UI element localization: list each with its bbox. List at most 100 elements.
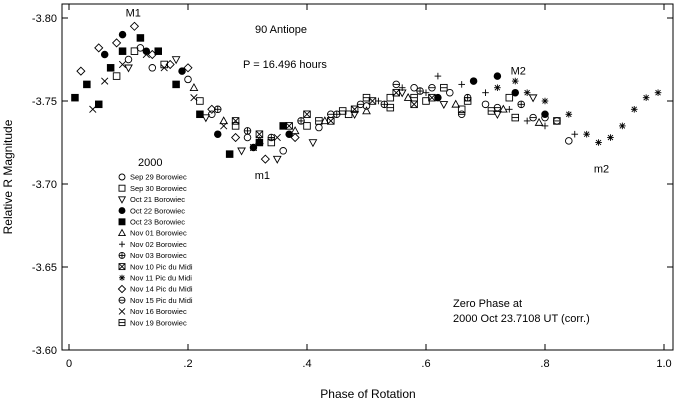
data-point bbox=[446, 88, 454, 97]
data-point bbox=[511, 77, 519, 85]
data-point bbox=[129, 21, 140, 31]
data-point bbox=[267, 133, 276, 142]
data-point bbox=[237, 147, 246, 156]
legend-entry: Oct 21 Borowiec bbox=[130, 195, 185, 204]
data-point bbox=[178, 67, 186, 75]
legend-entry: Nov 15 Pic du Midi bbox=[130, 296, 193, 305]
data-point bbox=[458, 81, 465, 88]
data-point bbox=[112, 72, 121, 80]
data-point bbox=[439, 101, 449, 110]
data-point bbox=[350, 105, 359, 114]
legend-marker bbox=[118, 173, 126, 181]
data-point bbox=[315, 117, 323, 125]
data-point bbox=[457, 110, 466, 119]
data-point bbox=[130, 47, 139, 55]
data-point bbox=[403, 92, 413, 101]
data-point bbox=[225, 150, 234, 158]
data-point bbox=[529, 113, 537, 122]
data-point bbox=[303, 122, 311, 130]
data-point bbox=[190, 94, 198, 102]
x-axis-label: Phase of Rotation bbox=[320, 387, 415, 400]
data-point bbox=[124, 55, 133, 64]
data-point bbox=[392, 80, 401, 89]
data-point bbox=[619, 122, 626, 130]
legend-entry: Nov 01 Borowiec bbox=[130, 229, 187, 238]
legend-marker bbox=[119, 241, 125, 248]
data-point bbox=[189, 82, 199, 91]
x-tick-label: .2 bbox=[183, 358, 192, 370]
data-point bbox=[541, 122, 549, 130]
data-point bbox=[375, 97, 382, 105]
legend-title: 2000 bbox=[138, 157, 162, 169]
data-point bbox=[362, 93, 371, 102]
data-point bbox=[196, 97, 204, 105]
legend-entry: Nov 11 Pic du Midi bbox=[130, 274, 192, 283]
data-point bbox=[553, 117, 561, 125]
data-point bbox=[494, 84, 501, 92]
legend-entry: Sep 30 Borowiec bbox=[130, 184, 187, 193]
chart-title: 90 Antiope bbox=[255, 24, 307, 36]
legend-entry: Nov 10 Pic du Midi bbox=[130, 262, 193, 271]
data-point bbox=[285, 122, 293, 130]
data-point bbox=[118, 47, 127, 55]
extremum-label: m1 bbox=[255, 170, 270, 182]
data-point bbox=[410, 83, 418, 92]
data-point bbox=[517, 100, 525, 109]
data-point bbox=[505, 93, 514, 102]
y-axis-ticks: -3.80 -3.75 -3.70 -3.65 -3.60 bbox=[32, 13, 673, 357]
data-point bbox=[207, 104, 217, 114]
y-tick-label: -3.80 bbox=[32, 13, 57, 25]
data-point bbox=[208, 110, 216, 119]
data-point bbox=[231, 117, 240, 125]
data-point bbox=[297, 117, 305, 125]
data-point bbox=[183, 63, 193, 73]
legend-marker bbox=[118, 184, 126, 192]
data-point bbox=[273, 133, 281, 142]
data-point bbox=[434, 93, 442, 102]
legend-marker bbox=[117, 228, 127, 237]
data-point bbox=[392, 88, 401, 97]
data-point bbox=[165, 59, 175, 70]
data-point bbox=[255, 138, 264, 147]
data-point bbox=[101, 77, 109, 85]
legend-entry: Oct 23 Borowiec bbox=[130, 218, 185, 227]
data-point bbox=[595, 139, 602, 146]
data-point bbox=[534, 117, 544, 126]
y-tick-label: -3.60 bbox=[32, 345, 57, 357]
x-tick-label: .4 bbox=[302, 358, 311, 370]
data-point bbox=[154, 47, 162, 55]
data-point bbox=[386, 103, 395, 112]
data-point bbox=[260, 154, 270, 164]
legend-marker bbox=[118, 207, 126, 215]
data-point bbox=[416, 87, 424, 95]
data-point bbox=[315, 123, 323, 132]
data-point bbox=[422, 89, 430, 96]
data-point bbox=[350, 111, 359, 120]
extremum-label: M1 bbox=[126, 7, 141, 19]
legend-marker bbox=[118, 251, 126, 259]
data-point bbox=[147, 49, 157, 60]
x-axis-ticks: 0 .2 .4 .6 .8 1.0 bbox=[66, 4, 672, 370]
y-tick-label: -3.70 bbox=[32, 179, 57, 191]
data-point bbox=[498, 104, 508, 113]
legend-marker bbox=[118, 218, 126, 226]
data-point bbox=[160, 64, 168, 72]
data-point bbox=[541, 97, 549, 105]
zero-phase-line-2: 2000 Oct 23.7108 UT (corr.) bbox=[453, 313, 590, 325]
data-point bbox=[243, 133, 252, 142]
data-point bbox=[94, 100, 103, 109]
data-point bbox=[482, 89, 489, 96]
data-point bbox=[469, 77, 478, 85]
data-point bbox=[124, 64, 133, 73]
data-point bbox=[112, 38, 122, 48]
data-point bbox=[279, 147, 287, 155]
legend: 2000 Sep 29 Borowiec Sep 30 Borowiec Oct 2… bbox=[117, 157, 193, 327]
legend-marker bbox=[118, 296, 126, 304]
data-point bbox=[196, 110, 204, 119]
data-point bbox=[172, 80, 180, 89]
legend-entry: Nov 19 Borowiec bbox=[130, 318, 187, 327]
data-point bbox=[249, 143, 258, 152]
data-point bbox=[511, 113, 520, 122]
data-point bbox=[171, 56, 181, 65]
